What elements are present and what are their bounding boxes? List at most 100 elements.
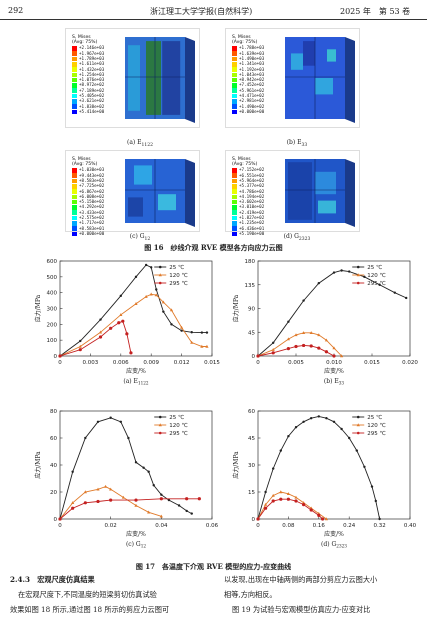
- y-tick-label: 60: [248, 409, 255, 415]
- legend-swatch: [232, 93, 237, 99]
- legend-value: +1.043e+03: [239, 71, 265, 77]
- data-point: [170, 323, 173, 326]
- legend-swatch: [72, 109, 77, 115]
- data-point: [332, 354, 336, 358]
- legend-value: +2.575e+02: [79, 215, 105, 221]
- series-line: [257, 415, 381, 520]
- data-point: [58, 517, 62, 521]
- legend-value: +1.789e+03: [79, 56, 105, 61]
- legend-value: +7.725e+02: [79, 183, 105, 189]
- data-point: [309, 331, 313, 334]
- legend-label: 120 ℃: [169, 422, 187, 429]
- data-point: [317, 513, 321, 517]
- data-point: [71, 506, 75, 510]
- legend-row: +6.008e+02: [72, 194, 104, 200]
- rve-model-render: [285, 159, 355, 227]
- legend-avg: (Avg: 75%): [72, 40, 98, 46]
- legend-swatch: [232, 72, 237, 78]
- legend-label: 120 ℃: [367, 422, 385, 429]
- data-point: [71, 501, 75, 504]
- x-tick-label: 0.020: [402, 360, 418, 366]
- data-point: [405, 296, 408, 300]
- legend-swatch: [232, 221, 237, 226]
- legend-row: +5.414e+00: [72, 109, 104, 115]
- legend-row: +1.254e+03: [72, 72, 104, 78]
- subfigure-caption-sub: 33: [301, 143, 308, 149]
- legend-value: +2.146e+03: [79, 45, 105, 51]
- data-point: [309, 344, 313, 348]
- y-tick-label: 45: [248, 330, 255, 336]
- legend-swatch: [72, 184, 77, 189]
- data-point: [279, 449, 282, 452]
- rve-model-render: [285, 37, 355, 123]
- legend-marker: [356, 423, 360, 427]
- data-point: [127, 436, 130, 440]
- legend-row: +1.838e+02: [72, 104, 104, 109]
- legend-value: +7.152e+02: [239, 167, 265, 173]
- legend-value: +8.942e+02: [239, 77, 265, 83]
- stress-contour-panel: S, Mises (Avg: 75%) +2.146e+03 +1.967e+03 +1…: [65, 28, 200, 128]
- legend-marker: [356, 273, 360, 277]
- legend-value: +8.583e+01: [79, 225, 105, 231]
- y-tick-label: 30: [248, 463, 255, 469]
- legend-label: 295 ℃: [169, 430, 187, 437]
- legend-value: +2.419e+02: [239, 209, 265, 215]
- legend-avg: (Avg: 75%): [232, 40, 258, 46]
- data-point: [169, 308, 174, 312]
- legend-row: +1.490e+02: [232, 104, 264, 109]
- data-point: [324, 350, 328, 354]
- series-line: [257, 270, 407, 357]
- stress-patch: [291, 53, 303, 70]
- legend-value: +2.981e+02: [239, 98, 265, 104]
- legend-value: +8.972e+02: [79, 82, 105, 88]
- legend-row: +4.292e+02: [72, 204, 104, 210]
- legend-value: +3.621e+02: [79, 98, 105, 104]
- data-point: [134, 275, 138, 279]
- rve-model-render: [125, 159, 195, 227]
- legend-row: +5.961e+02: [232, 88, 264, 94]
- chart-a-e1122: 0 0.003 0.006 0.009 0.012 0.015 0 100 200 300 400 5…: [34, 259, 220, 386]
- data-point: [78, 344, 82, 348]
- panel-label-main: (c) G: [126, 541, 141, 548]
- legend-swatch: [72, 56, 77, 62]
- data-point: [84, 436, 87, 440]
- section-heading: 2.4.3 宏观尺度仿真结果: [10, 575, 95, 584]
- x-tick-label: 0.015: [364, 360, 380, 366]
- y-tick-label: 20: [50, 490, 57, 496]
- data-point: [125, 332, 129, 336]
- legend-swatch: [72, 210, 77, 216]
- data-point: [134, 498, 138, 502]
- data-point: [286, 347, 290, 351]
- data-point: [134, 461, 138, 464]
- legend-value: +1.076e+03: [79, 77, 105, 83]
- data-point: [152, 484, 155, 487]
- y-tick-label: 60: [50, 436, 57, 442]
- stress-patch: [146, 41, 161, 115]
- stress-patch: [128, 45, 140, 111]
- x-tick-label: 0: [58, 360, 62, 366]
- panel-label: (d) G2323: [321, 541, 347, 549]
- data-point: [162, 310, 165, 313]
- legend-row: +3.602e+02: [232, 199, 264, 205]
- legend-row: +2.146e+03: [72, 45, 105, 51]
- legend-value: +1.235e+02: [239, 220, 265, 226]
- legend-avg: (Avg: 75%): [232, 162, 258, 168]
- legend-swatch: [232, 77, 237, 83]
- legend-value: +1.432e+03: [79, 66, 105, 72]
- rve-model-render: [125, 37, 195, 123]
- data-point: [205, 344, 209, 348]
- legend-row: +0.000e+00: [72, 231, 104, 237]
- legend-marker: [158, 431, 162, 435]
- legend-swatch: [232, 62, 237, 67]
- legend-row: +1.030e+03: [72, 167, 104, 173]
- data-point: [109, 416, 112, 419]
- data-point: [279, 497, 283, 501]
- running-header: 292 浙江理工大学学报(自然科学) 2025 年 第 53 卷: [0, 0, 427, 20]
- data-point: [271, 347, 275, 351]
- x-tick-label: 0: [256, 360, 260, 366]
- data-point: [393, 291, 396, 294]
- legend-marker: [158, 423, 162, 427]
- legend-row: +5.964e+02: [232, 178, 264, 184]
- legend-row: +1.967e+03: [72, 51, 104, 56]
- data-point: [302, 503, 306, 507]
